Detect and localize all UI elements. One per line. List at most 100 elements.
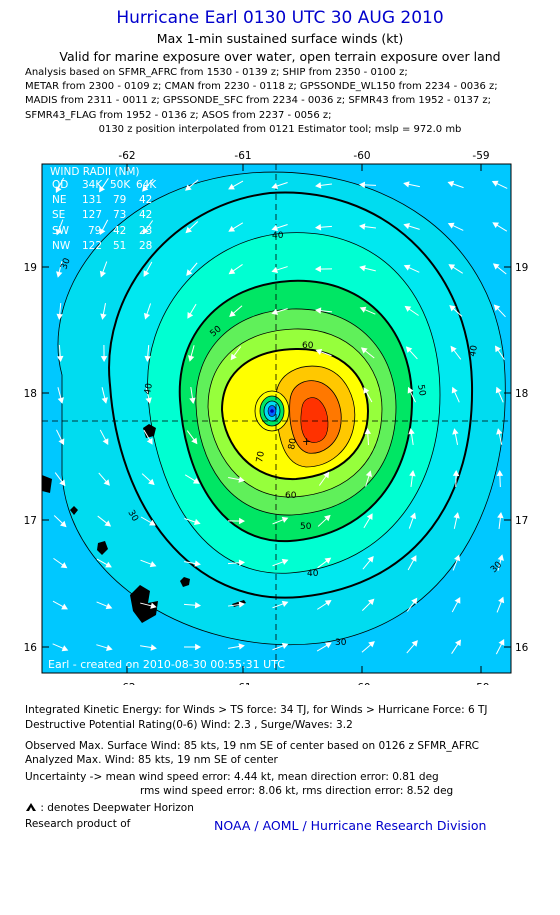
- lon-label: -59: [472, 150, 489, 162]
- lat-label: 17: [515, 515, 528, 527]
- map-subtitle-exposure: Valid for marine exposure over water, op…: [59, 49, 501, 64]
- wind-vector-head: [195, 643, 202, 651]
- wind-vector-head: [359, 223, 366, 230]
- wind-vector-head: [55, 186, 62, 194]
- storm-center-marker: [270, 409, 274, 413]
- wind-vector-head: [281, 600, 289, 607]
- wind-vector-head: [324, 557, 332, 564]
- wind-vector-head: [146, 438, 153, 445]
- wind-vector-head: [99, 270, 106, 278]
- contour-label: 50: [300, 522, 312, 532]
- wind-vector-head: [496, 469, 504, 477]
- contour-label: 40: [307, 569, 319, 579]
- wind-vector-head: [61, 603, 68, 610]
- wind-vector-head: [56, 271, 63, 278]
- hrd-link[interactable]: NOAA / AOML / Hurricane Research Divisio…: [214, 818, 487, 833]
- wind-vector-head: [403, 264, 411, 271]
- analysis-line: METAR from 2300 - 0109 z; CMAN from 2230…: [25, 81, 498, 93]
- wind-vector-head: [497, 512, 504, 519]
- lon-label: -59: [472, 682, 489, 685]
- wind-vector-head: [496, 428, 503, 435]
- wind-vector-head: [59, 479, 66, 487]
- wind-vector-head: [315, 182, 322, 189]
- research-label: Research product of: [25, 818, 131, 830]
- wind-radii-row: SE 127 73 42: [52, 209, 152, 221]
- wind-vector-head: [498, 638, 505, 646]
- wind-vector-head: [99, 228, 106, 236]
- deepwater-icon: [26, 803, 36, 811]
- wind-vector-head: [238, 559, 246, 566]
- wind-vector-head: [364, 427, 372, 435]
- wind-vector-head: [281, 642, 289, 649]
- wind-vector-head: [150, 602, 157, 609]
- wind-vector-head: [143, 312, 151, 320]
- wind-vector-head: [408, 428, 415, 435]
- wind-vector-head: [238, 476, 245, 483]
- wind-vector-head: [450, 345, 457, 353]
- wind-vector-head: [142, 227, 149, 235]
- wind-vector-head: [193, 518, 201, 526]
- wind-vector-head: [498, 596, 505, 604]
- wind-vector-head: [454, 554, 461, 562]
- analysis-line: Analysis based on SFMR_AFRC from 1530 - …: [25, 67, 408, 78]
- wind-vector-head: [409, 470, 416, 477]
- wind-vector-head: [493, 304, 501, 311]
- lat-label: 16: [515, 642, 529, 654]
- wind-vector-head: [492, 222, 500, 229]
- wind-vector-head: [105, 561, 112, 568]
- contour-label: 40: [272, 231, 284, 241]
- wind-vector-head: [360, 347, 368, 354]
- island-marie-galante: [180, 577, 190, 587]
- contour-label: 60: [285, 491, 297, 501]
- wind-vector-head: [324, 514, 331, 522]
- analysis-line: MADIS from 2311 - 0011 z; GPSSONDE_SFC f…: [25, 95, 492, 107]
- contour-label: 40: [468, 344, 480, 357]
- wind-vector-head: [192, 477, 200, 484]
- frame-ticks: [42, 164, 511, 673]
- wind-vector-head: [56, 313, 63, 320]
- observed-max-line: Observed Max. Surface Wind: 85 kts, 19 n…: [25, 740, 480, 752]
- wind-vector-head: [314, 224, 322, 231]
- wind-vector-head: [148, 478, 155, 486]
- wind-vector-head: [365, 470, 373, 477]
- wind-vector-head: [325, 642, 332, 649]
- map-credit: Earl - created on 2010-08-30 00:55:31 UT…: [48, 658, 285, 671]
- wind-vector-head: [358, 181, 366, 189]
- island-west: [42, 475, 52, 493]
- wind-vector-head: [99, 185, 105, 193]
- wind-vector-head: [449, 304, 456, 312]
- deepwater-label: : denotes Deepwater Horizon: [40, 802, 194, 814]
- lon-label: -60: [353, 150, 370, 162]
- wind-vector-head: [239, 517, 246, 525]
- wind-vector-head: [366, 513, 373, 520]
- wind-vector-head: [228, 225, 236, 232]
- wind-vector-head: [448, 264, 456, 271]
- wind-vector-head: [145, 397, 152, 404]
- wind-vector-head: [491, 180, 499, 187]
- wind-vector-head: [238, 601, 245, 608]
- lat-label: 18: [24, 388, 37, 400]
- wind-vector-head: [144, 355, 151, 363]
- wind-vector-head: [368, 641, 375, 648]
- wind-vector-head: [150, 644, 157, 651]
- wind-vector-head: [359, 306, 367, 313]
- wind-vector-head: [411, 597, 418, 605]
- wind-vector-head: [451, 386, 458, 394]
- wind-vector-head: [447, 222, 455, 229]
- wind-vector-head: [452, 428, 459, 435]
- wind-radii-row: NE 131 79 42: [52, 194, 152, 206]
- wind-vector-head: [410, 555, 417, 562]
- contour-label: 60: [302, 341, 314, 351]
- wind-vector-head: [314, 265, 321, 273]
- contour-label: 30: [335, 638, 347, 648]
- analyzed-max-line: Analyzed Max. Wind: 85 kts, 19 nm SE of …: [25, 754, 278, 766]
- max-wind-marker: +: [302, 435, 311, 448]
- wind-vector-head: [100, 313, 107, 320]
- lon-labels-bottom: -62 -61 -60 -59: [118, 682, 489, 694]
- wind-vector-head: [57, 397, 64, 404]
- wind-vector-head: [323, 471, 330, 479]
- wind-vector-head: [411, 640, 418, 647]
- wind-vector-head: [186, 269, 193, 276]
- lat-label: 19: [24, 262, 37, 274]
- wind-vector-head: [57, 355, 64, 363]
